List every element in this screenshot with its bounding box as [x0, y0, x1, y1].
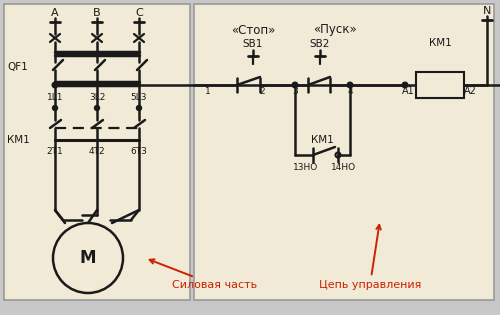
- Text: 13НО: 13НО: [294, 163, 318, 171]
- Circle shape: [94, 106, 100, 111]
- Text: N: N: [483, 6, 491, 16]
- Bar: [416, 72, 464, 98]
- Text: КМ1: КМ1: [6, 135, 30, 145]
- Circle shape: [292, 82, 298, 88]
- Text: 14НО: 14НО: [332, 163, 356, 171]
- Text: 2: 2: [259, 87, 265, 95]
- Text: КМ1: КМ1: [310, 135, 334, 145]
- Circle shape: [52, 106, 58, 111]
- Text: 1: 1: [205, 87, 211, 95]
- Text: 6T3: 6T3: [130, 147, 148, 157]
- Text: КМ1: КМ1: [428, 38, 452, 48]
- Text: 4: 4: [347, 87, 353, 95]
- Text: «Пуск»: «Пуск»: [313, 24, 357, 37]
- Text: M: M: [80, 249, 96, 267]
- Text: «Стоп»: «Стоп»: [231, 24, 275, 37]
- Circle shape: [136, 106, 141, 111]
- Text: 4T2: 4T2: [88, 147, 106, 157]
- Text: A1: A1: [402, 86, 414, 96]
- Text: 1L1: 1L1: [47, 94, 63, 102]
- Text: QF1: QF1: [8, 62, 28, 72]
- Text: 3L2: 3L2: [89, 94, 105, 102]
- Text: C: C: [135, 8, 143, 18]
- Text: 5L3: 5L3: [131, 94, 147, 102]
- Text: SB2: SB2: [310, 39, 330, 49]
- Bar: [4, 4, 190, 300]
- Circle shape: [53, 223, 123, 293]
- Circle shape: [347, 82, 353, 88]
- Text: B: B: [93, 8, 101, 18]
- Bar: [194, 4, 494, 300]
- Text: A2: A2: [464, 86, 476, 96]
- Text: 2T1: 2T1: [46, 147, 64, 157]
- Circle shape: [52, 82, 58, 88]
- Text: Силовая часть: Силовая часть: [150, 259, 258, 290]
- Text: SB1: SB1: [243, 39, 263, 49]
- Text: Цепь управления: Цепь управления: [319, 225, 421, 290]
- Text: A: A: [51, 8, 59, 18]
- Text: 3: 3: [292, 87, 298, 95]
- Circle shape: [402, 82, 408, 88]
